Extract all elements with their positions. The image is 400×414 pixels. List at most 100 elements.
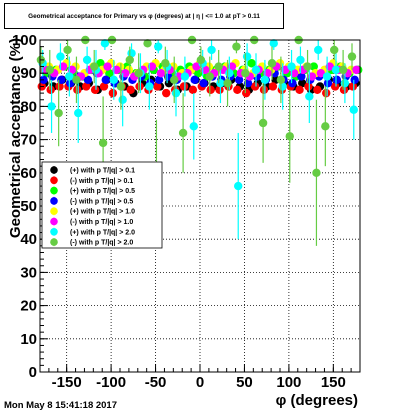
x-tick-label: -50 xyxy=(145,374,167,391)
data-point xyxy=(190,75,199,85)
data-point xyxy=(242,88,251,98)
y-tick-label: 30 xyxy=(20,264,37,281)
data-point xyxy=(323,78,333,88)
data-point xyxy=(215,85,224,95)
x-tick-label: 100 xyxy=(276,374,301,391)
data-point xyxy=(259,85,269,95)
y-tick-label: 60 xyxy=(20,165,37,182)
data-point xyxy=(188,85,198,95)
data-point xyxy=(298,78,307,88)
data-point xyxy=(338,65,348,75)
data-point xyxy=(223,78,232,88)
y-tick-label: 20 xyxy=(20,298,37,315)
data-point xyxy=(330,82,340,91)
data-point xyxy=(90,85,100,95)
data-point xyxy=(322,72,332,81)
data-point xyxy=(233,85,242,95)
chart-title: Geometrical acceptance for Primary vs φ … xyxy=(4,3,284,29)
data-point xyxy=(322,88,331,98)
data-point xyxy=(352,65,361,75)
data-point xyxy=(109,75,118,85)
data-point xyxy=(143,39,152,48)
data-point xyxy=(178,128,188,138)
legend: (+) with p T/|q| > 0.1 (-) with p T/|q| >… xyxy=(41,161,163,249)
data-point xyxy=(82,82,91,91)
data-point xyxy=(350,75,359,85)
legend-entry: (-) with p T/|q| > 0.5 xyxy=(70,198,133,205)
data-point xyxy=(82,55,92,65)
data-point xyxy=(316,69,326,78)
data-point xyxy=(234,75,244,85)
data-point xyxy=(100,39,110,48)
legend-entry: (+) with p T/|q| > 1.0 xyxy=(70,209,135,216)
y-axis-label: Geometrical acceptance (%) xyxy=(7,38,24,238)
data-point xyxy=(170,75,179,85)
data-point xyxy=(45,65,54,75)
data-point xyxy=(313,85,322,95)
data-point xyxy=(83,75,93,85)
legend-box xyxy=(41,161,163,249)
data-point xyxy=(321,122,330,131)
data-point xyxy=(267,59,277,68)
data-point xyxy=(304,82,313,91)
x-tick-label: -150 xyxy=(52,374,82,391)
data-point xyxy=(156,69,166,78)
legend-marker xyxy=(50,186,58,195)
data-point xyxy=(340,78,350,88)
data-point xyxy=(116,82,126,91)
y-tick-label: 90 xyxy=(20,65,37,82)
data-point xyxy=(134,69,143,78)
y-tick-label: 50 xyxy=(20,198,37,215)
axes: -150 -100 -50 0 50 100 150 0 10 20 30 40 50 60 70 80 90 1… xyxy=(12,32,361,391)
data-point xyxy=(339,85,349,95)
data-point xyxy=(232,42,241,51)
data-point xyxy=(312,168,321,177)
legend-entry: (-) with p T/|q| > 2.0 xyxy=(70,240,133,247)
data-point xyxy=(196,55,206,65)
data-point xyxy=(207,45,216,55)
data-point xyxy=(276,75,286,85)
data-point xyxy=(90,62,99,71)
series-6 xyxy=(38,39,358,240)
data-point xyxy=(103,62,112,71)
data-point xyxy=(258,118,268,128)
legend-marker xyxy=(50,176,58,185)
data-point xyxy=(56,52,65,61)
data-point xyxy=(179,82,189,91)
data-point xyxy=(73,85,82,95)
data-point xyxy=(269,39,278,48)
data-point xyxy=(74,108,83,118)
data-point xyxy=(153,82,162,91)
data-point xyxy=(55,82,64,91)
data-point xyxy=(145,82,154,91)
data-point xyxy=(63,45,72,55)
y-tick-label: 0 xyxy=(29,364,37,381)
legend-marker xyxy=(50,217,58,226)
legend-entry: (+) with p T/|q| > 2.0 xyxy=(70,229,135,236)
data-point xyxy=(162,88,171,98)
data-point xyxy=(206,85,215,95)
data-point xyxy=(180,72,190,81)
legend-marker xyxy=(50,228,58,236)
data-point xyxy=(118,95,127,104)
data-point xyxy=(332,75,342,85)
data-point xyxy=(297,72,306,81)
data-point xyxy=(101,75,110,85)
y-tick-label: 80 xyxy=(20,98,37,115)
y-tick-label: 70 xyxy=(20,132,37,149)
data-point xyxy=(288,78,297,88)
data-point xyxy=(303,62,312,71)
data-point xyxy=(46,85,55,95)
legend-marker xyxy=(50,166,58,174)
y-tick-label: 10 xyxy=(20,331,37,348)
data-point xyxy=(154,42,163,51)
data-point xyxy=(214,62,223,71)
data-point xyxy=(99,82,109,91)
data-point xyxy=(268,82,278,91)
y-tick-label: 100 xyxy=(12,32,37,49)
data-point xyxy=(295,85,304,95)
data-point xyxy=(250,82,260,91)
data-point xyxy=(330,45,339,55)
data-point xyxy=(125,55,134,65)
